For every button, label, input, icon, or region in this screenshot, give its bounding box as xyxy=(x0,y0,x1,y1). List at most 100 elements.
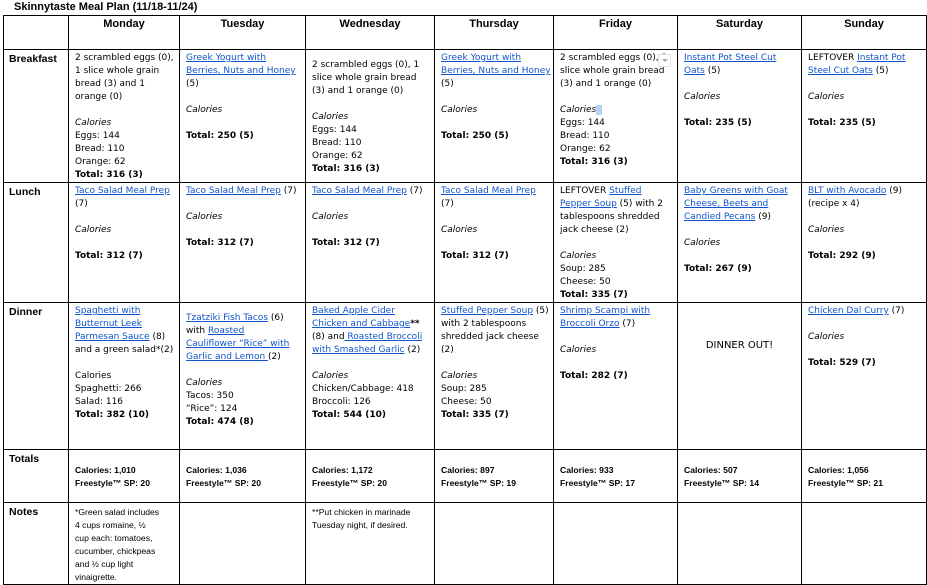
recipe-link[interactable]: Candied Pecans xyxy=(684,212,756,222)
recipe-link[interactable]: Taco Salad Meal Prep xyxy=(312,186,407,196)
cell-line: Butternut Leek xyxy=(75,318,179,331)
breakfast-cell-friday[interactable]: 2 scrambled eggs (0), 1 slice whole grain… xyxy=(553,49,678,183)
cell-line: Eggs: 144 xyxy=(560,117,677,130)
cell-line xyxy=(808,237,926,250)
lunch-cell-tuesday[interactable]: Taco Salad Meal Prep (7) Calories Total: 3… xyxy=(179,182,306,303)
lunch-cell-saturday[interactable]: Baby Greens with Goat Cheese, Beets and Ca… xyxy=(677,182,802,303)
notes-cell-monday[interactable]: *Green salad includes 4 cups romaine, ½ cu… xyxy=(68,502,180,585)
notes-cell-tuesday[interactable] xyxy=(179,502,306,585)
dropdown-arrow-icon[interactable] xyxy=(658,54,671,67)
recipe-link[interactable]: Roasted xyxy=(207,326,245,336)
dinner-cell-sunday[interactable]: Chicken Dal Curry (7) Calories Total: 529 … xyxy=(801,302,927,450)
dinner-cell-thursday[interactable]: Stuffed Pepper Soup (5) with 2 tablespoon… xyxy=(434,302,554,450)
recipe-link[interactable]: Taco Salad Meal Prep xyxy=(186,186,281,196)
dinner-cell-friday[interactable]: Shrimp Scampi with Broccoli Orzo (7) Calor… xyxy=(553,302,678,450)
recipe-link[interactable]: Stuffed xyxy=(609,186,642,196)
recipe-link[interactable]: Oats xyxy=(684,66,705,76)
recipe-link[interactable]: Greek Yogurt with xyxy=(186,53,267,63)
recipe-link[interactable]: Berries, Nuts and Honey xyxy=(186,66,296,76)
total-calories: Calories: 1,010 xyxy=(75,465,136,475)
cell-line: Berries, Nuts and Honey xyxy=(186,65,305,78)
recipe-link[interactable]: Instant Pot xyxy=(857,53,906,63)
lunch-cell-thursday[interactable]: Taco Salad Meal Prep (7) Calories Total: 31… xyxy=(434,182,554,303)
dinner-cell-saturday[interactable]: DINNER OUT! xyxy=(677,302,802,450)
italic-label: Calories xyxy=(808,225,845,235)
total-smartpoints: Freestyle™ SP: 17 xyxy=(560,478,635,488)
breakfast-cell-saturday[interactable]: Instant Pot Steel Cut Oats (5) Calories Tot… xyxy=(677,49,802,183)
lunch-cell-monday[interactable]: Taco Salad Meal Prep (7) Calories Total: 31… xyxy=(68,182,180,303)
total-calories: Calories: 1,172 xyxy=(312,465,373,475)
text: (6) xyxy=(268,313,284,323)
recipe-link[interactable]: Parmesan Sauce xyxy=(75,332,150,342)
recipe-link[interactable]: Tzatziki Fish Tacos xyxy=(186,313,269,323)
recipe-link[interactable]: Stuffed Pepper Soup xyxy=(441,306,534,316)
cell-line xyxy=(186,364,305,377)
cell-line: 2 scrambled eggs (0), xyxy=(75,52,179,65)
text: Soup: 285 xyxy=(441,384,487,394)
notes-cell-wednesday[interactable]: **Put chicken in marinade Tuesday night, … xyxy=(305,502,435,585)
recipe-link[interactable]: Pepper Soup xyxy=(560,199,617,209)
recipe-link[interactable]: Spaghetti with xyxy=(75,306,141,316)
note-line: *Green salad includes xyxy=(75,507,160,517)
recipe-link[interactable]: Shrimp Scampi with xyxy=(560,306,651,316)
recipe-link[interactable]: Greek Yogurt with xyxy=(441,53,522,63)
cell-line: Spaghetti with xyxy=(75,305,179,318)
bold-text: Total: 335 (7) xyxy=(441,410,509,420)
notes-cell-thursday[interactable] xyxy=(434,502,554,585)
cell-line xyxy=(75,357,179,370)
recipe-link[interactable]: Roasted Broccoli xyxy=(344,332,423,342)
cell-line: shredded jack cheese xyxy=(441,331,553,344)
text: (9) xyxy=(755,212,771,222)
recipe-link[interactable]: Cheese, Beets and xyxy=(684,199,769,209)
breakfast-cell-thursday[interactable]: Greek Yogurt with Berries, Nuts and Honey… xyxy=(434,49,554,183)
recipe-link[interactable]: Baby Greens with Goat xyxy=(684,186,788,196)
breakfast-cell-wednesday[interactable]: 2 scrambled eggs (0), 1 slice whole grain… xyxy=(305,49,435,183)
recipe-link[interactable]: Butternut Leek xyxy=(75,319,142,329)
recipe-link[interactable]: Steel Cut Oats xyxy=(808,66,873,76)
recipe-link[interactable]: BLT with Avocado xyxy=(808,186,887,196)
notes-cell-friday[interactable] xyxy=(553,502,678,585)
lunch-cell-sunday[interactable]: BLT with Avocado (9) (recipe x 4) Calories… xyxy=(801,182,927,303)
cell-line xyxy=(75,211,179,224)
recipe-link[interactable]: Broccoli Orzo xyxy=(560,319,620,329)
bold-text: Total: 267 (9) xyxy=(684,264,752,274)
breakfast-cell-tuesday[interactable]: Greek Yogurt with Berries, Nuts and Honey… xyxy=(179,49,306,183)
lunch-cell-wednesday[interactable]: Taco Salad Meal Prep (7) Calories Total: 3… xyxy=(305,182,435,303)
recipe-link[interactable]: Chicken Dal Curry xyxy=(808,306,889,316)
dinner-cell-wednesday[interactable]: Baked Apple Cider Chicken and Cabbage** (8… xyxy=(305,302,435,450)
recipe-link[interactable]: Baked Apple Cider xyxy=(312,306,395,316)
cell-line: (7) xyxy=(75,198,179,211)
notes-cell-saturday[interactable] xyxy=(677,502,802,585)
dinner-cell-monday[interactable]: Spaghetti with Butternut Leek Parmesan Sau… xyxy=(68,302,180,450)
recipe-link[interactable]: Berries, Nuts and Honey xyxy=(441,66,551,76)
recipe-link[interactable]: with Smashed Garlic xyxy=(312,345,405,355)
text: tablespoons shredded xyxy=(560,212,660,222)
cell-line: Cauliflower “Rice” with xyxy=(186,338,305,351)
bold-text: Total: 474 (8) xyxy=(186,417,254,427)
cell-line: Total: 335 (7) xyxy=(560,289,677,302)
cell-line: Total: 335 (7) xyxy=(441,409,553,422)
dinner-cell-tuesday[interactable]: Tzatziki Fish Tacos (6) with Roasted Cauli… xyxy=(179,302,306,450)
breakfast-cell-sunday[interactable]: LEFTOVER Instant Pot Steel Cut Oats (5) Ca… xyxy=(801,49,927,183)
cell-line: Total: 267 (9) xyxy=(684,263,801,276)
text: slice whole grain bread xyxy=(560,66,665,76)
recipe-link[interactable]: Chicken and Cabbage xyxy=(312,319,411,329)
recipe-link[interactable]: Instant Pot Steel Cut xyxy=(684,53,777,63)
recipe-link[interactable]: Taco Salad Meal Prep xyxy=(75,186,170,196)
recipe-link[interactable]: Taco Salad Meal Prep xyxy=(441,186,536,196)
cell-line: Baby Greens with Goat xyxy=(684,185,801,198)
breakfast-cell-monday[interactable]: 2 scrambled eggs (0), 1 slice whole grain… xyxy=(68,49,180,183)
recipe-link[interactable]: Cauliflower “Rice” with xyxy=(186,339,290,349)
text: Bread: 110 xyxy=(75,144,125,154)
cell-line: Garlic and Lemon (2) xyxy=(186,351,305,364)
recipe-link[interactable]: Garlic and Lemon xyxy=(186,352,269,362)
text: Tacos: 350 xyxy=(186,391,234,401)
page-title: Skinnytaste Meal Plan (11/18-11/24) xyxy=(14,1,198,13)
cell-line: Calories xyxy=(312,370,434,383)
day-header-friday: Friday xyxy=(553,15,678,50)
lunch-cell-friday[interactable]: LEFTOVER Stuffed Pepper Soup (5) with 2 ta… xyxy=(553,182,678,303)
cell-line: bread (3) and 1 xyxy=(75,78,179,91)
cell-line xyxy=(441,117,553,130)
cell-line xyxy=(808,318,926,331)
notes-cell-sunday[interactable] xyxy=(801,502,927,585)
